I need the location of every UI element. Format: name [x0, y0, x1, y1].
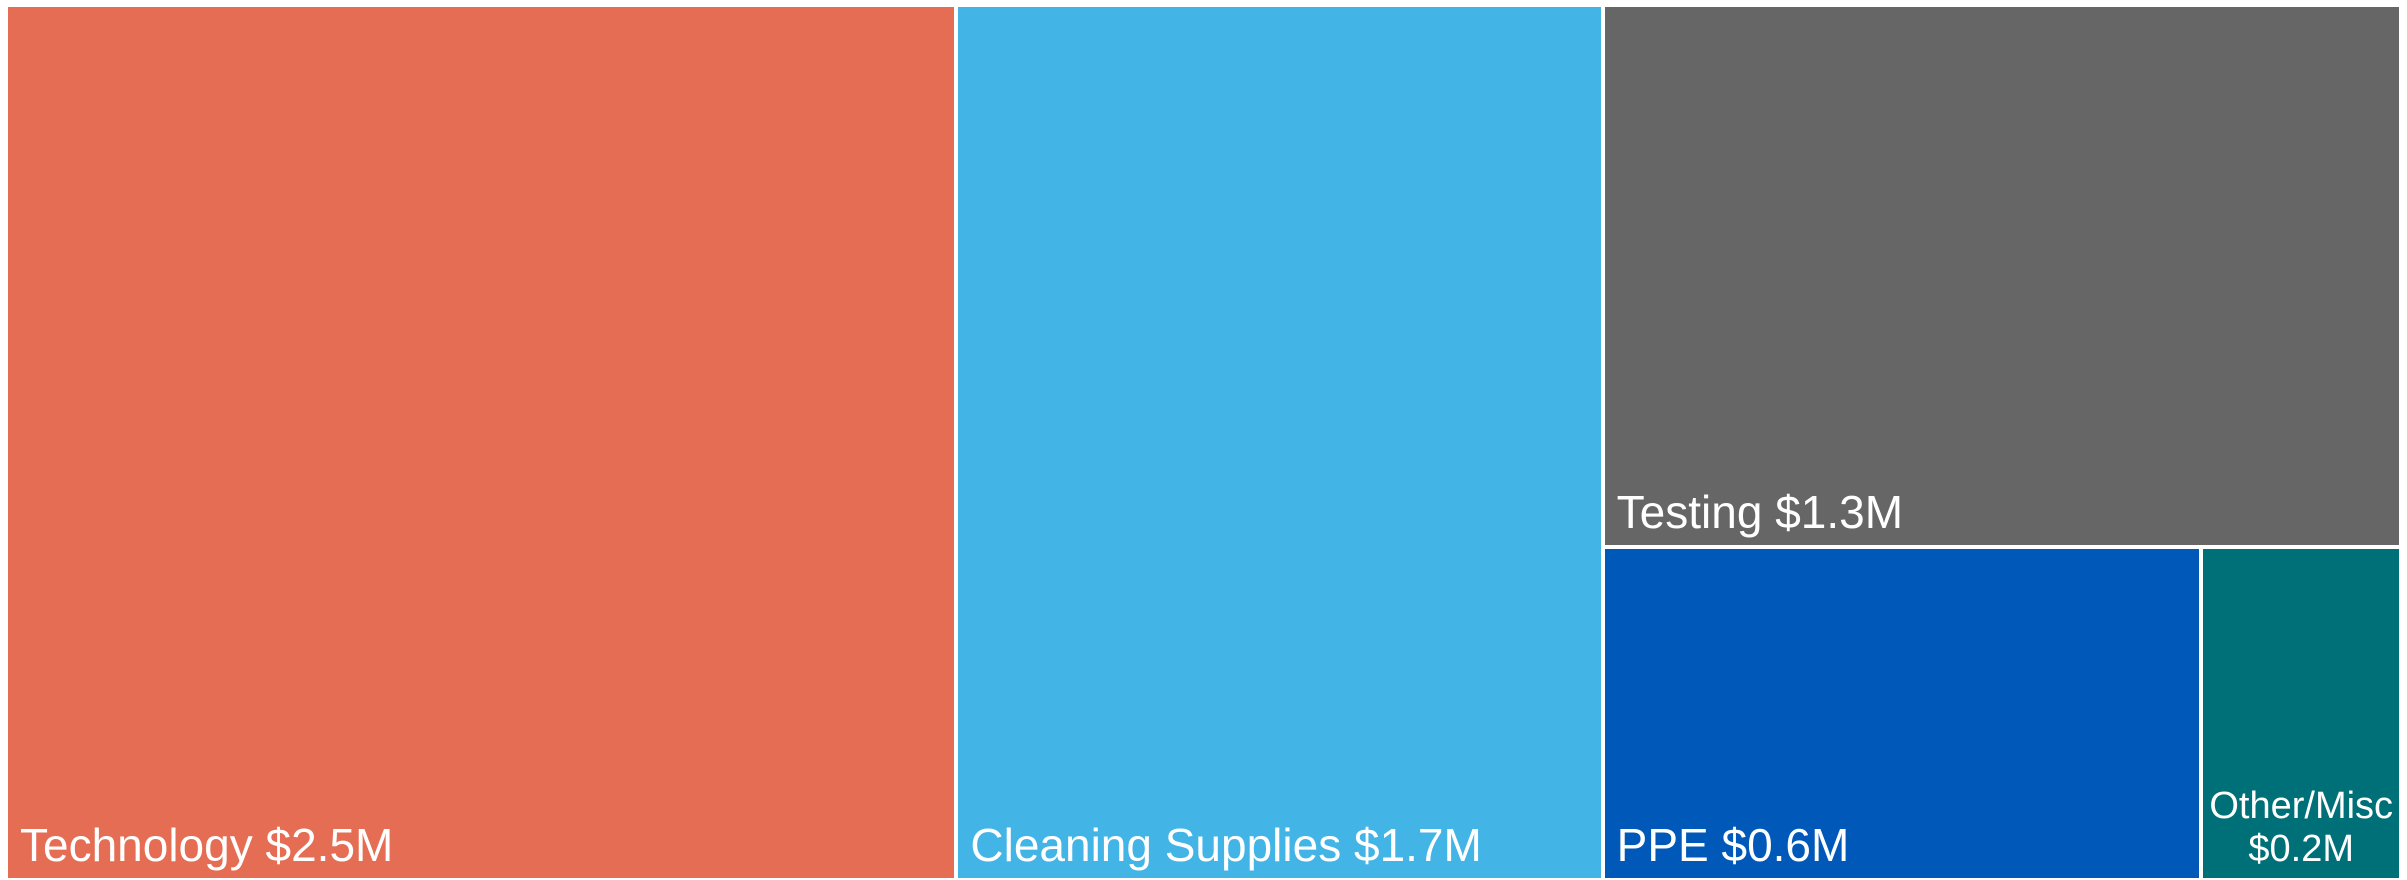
category-label: Other/Misc	[2209, 784, 2394, 827]
value-label: $0.2M	[2248, 828, 2354, 871]
value-label: $1.3M	[1775, 485, 1904, 538]
treemap: Technology $2.5M Cleaning Supplies $1.7M T…	[6, 5, 2401, 880]
category-label: PPE	[1616, 819, 1709, 872]
tile-label: Cleaning Supplies $1.7M	[970, 819, 1594, 872]
value-label: $2.5M	[265, 819, 394, 872]
tile-label: Other/Misc $0.2M	[2207, 785, 2395, 872]
tile-label: Testing $1.3M	[1617, 486, 2393, 539]
category-label: Technology	[20, 819, 253, 872]
tile-label: PPE $0.6M	[1617, 819, 2194, 872]
value-label: $0.6M	[1721, 819, 1850, 872]
tile: PPE $0.6M	[1602, 546, 2202, 880]
category-label: Testing	[1616, 485, 1763, 538]
tile: Cleaning Supplies $1.7M	[956, 5, 1603, 880]
tile: Other/Misc $0.2M	[2201, 546, 2401, 880]
tile-label: Technology $2.5M	[20, 819, 948, 872]
value-label: $1.7M	[1353, 819, 1482, 872]
category-label: Cleaning Supplies	[970, 819, 1342, 872]
tile: Technology $2.5M	[6, 5, 957, 880]
tile: Testing $1.3M	[1602, 5, 2401, 547]
